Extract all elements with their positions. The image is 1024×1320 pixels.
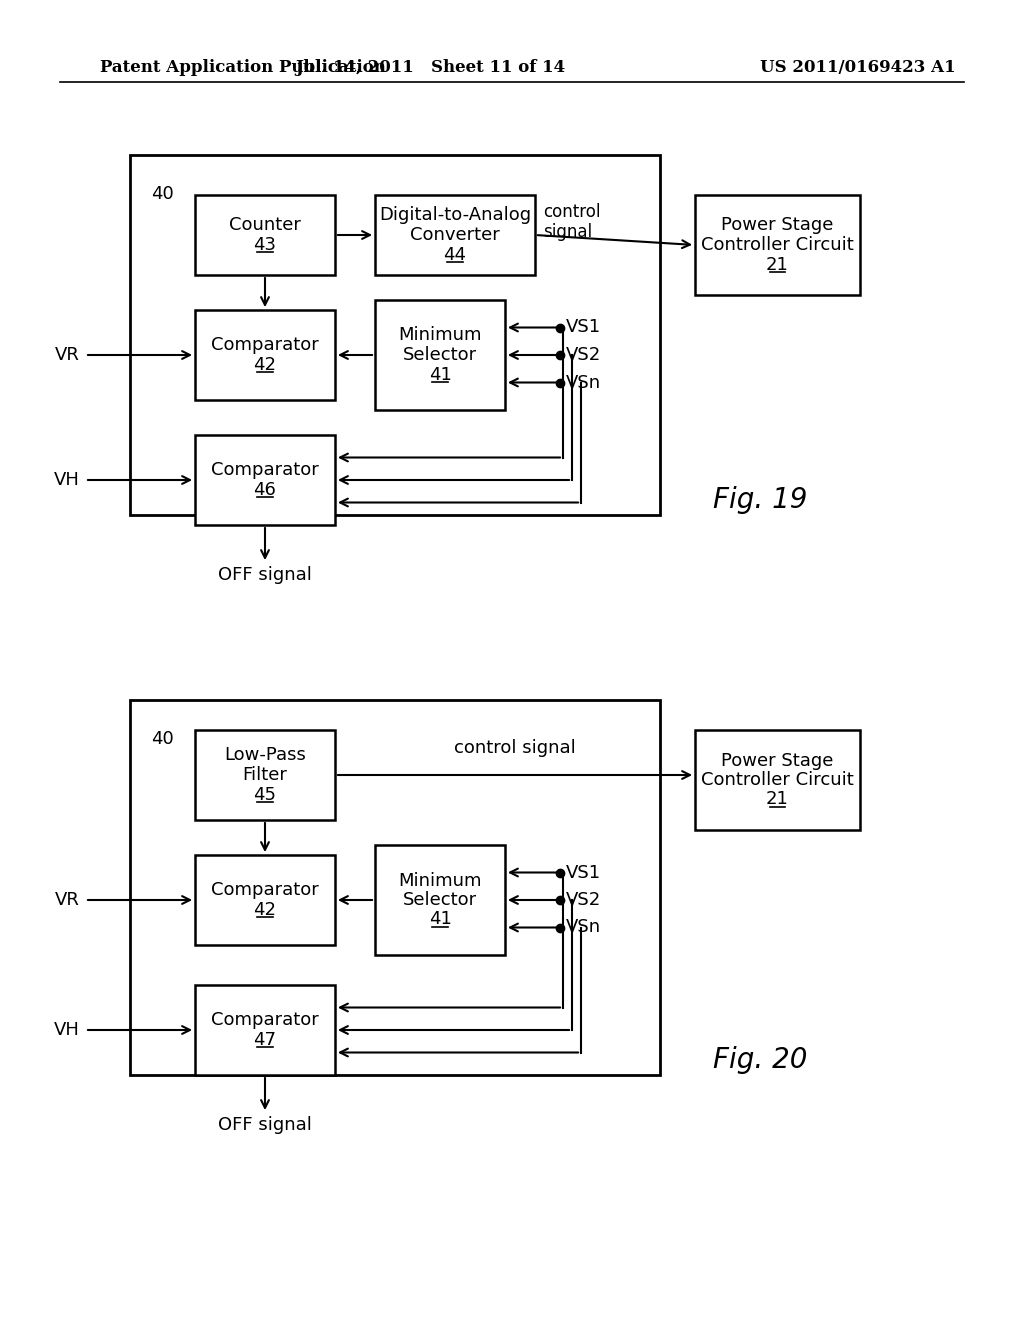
Text: Fig. 20: Fig. 20 [713, 1045, 807, 1074]
Text: Comparator: Comparator [211, 1011, 318, 1030]
Bar [695, 730, 860, 830]
Bar [195, 855, 335, 945]
Text: 40: 40 [151, 185, 174, 203]
Text: VH: VH [54, 1020, 80, 1039]
Text: VS1: VS1 [566, 863, 601, 882]
Text: 21: 21 [766, 791, 788, 808]
Text: Comparator: Comparator [211, 461, 318, 479]
Bar [195, 730, 335, 820]
Bar [195, 310, 335, 400]
Bar [130, 154, 660, 515]
Text: Comparator: Comparator [211, 337, 318, 354]
Text: 42: 42 [254, 356, 276, 374]
Text: VR: VR [55, 891, 80, 909]
Text: 46: 46 [254, 480, 276, 499]
Text: Controller Circuit: Controller Circuit [701, 771, 854, 789]
Text: 43: 43 [254, 236, 276, 253]
Text: US 2011/0169423 A1: US 2011/0169423 A1 [760, 59, 955, 77]
Bar [375, 845, 505, 954]
Text: Power Stage: Power Stage [721, 751, 834, 770]
Text: Counter: Counter [229, 216, 301, 234]
Bar [195, 195, 335, 275]
Text: VS2: VS2 [566, 346, 601, 364]
Bar [375, 300, 505, 411]
Bar [695, 195, 860, 294]
Text: Minimum: Minimum [398, 871, 481, 890]
Text: VR: VR [55, 346, 80, 364]
Bar [195, 436, 335, 525]
Text: signal: signal [543, 223, 592, 242]
Bar [195, 985, 335, 1074]
Text: control: control [543, 203, 600, 220]
Text: Comparator: Comparator [211, 882, 318, 899]
Text: Converter: Converter [411, 226, 500, 244]
Text: 45: 45 [254, 785, 276, 804]
Text: 41: 41 [429, 366, 452, 384]
Text: VS2: VS2 [566, 891, 601, 909]
Text: 42: 42 [254, 900, 276, 919]
Text: Low-Pass: Low-Pass [224, 747, 306, 764]
Text: control signal: control signal [454, 739, 575, 756]
Text: Selector: Selector [402, 346, 477, 364]
Text: VSn: VSn [566, 374, 601, 392]
Text: Power Stage: Power Stage [721, 216, 834, 235]
Text: Minimum: Minimum [398, 326, 481, 345]
Text: 40: 40 [151, 730, 174, 748]
Text: Filter: Filter [243, 766, 288, 784]
Text: Digital-to-Analog: Digital-to-Analog [379, 206, 531, 224]
Text: 41: 41 [429, 911, 452, 928]
Text: OFF signal: OFF signal [218, 1115, 312, 1134]
Text: Selector: Selector [402, 891, 477, 909]
Text: VSn: VSn [566, 919, 601, 936]
Text: OFF signal: OFF signal [218, 566, 312, 583]
Text: VS1: VS1 [566, 318, 601, 337]
Text: Patent Application Publication: Patent Application Publication [100, 59, 386, 77]
Text: 44: 44 [443, 246, 467, 264]
Text: 21: 21 [766, 256, 788, 273]
Text: Jul. 14, 2011   Sheet 11 of 14: Jul. 14, 2011 Sheet 11 of 14 [295, 59, 565, 77]
Text: 47: 47 [254, 1031, 276, 1049]
Text: Fig. 19: Fig. 19 [713, 486, 807, 513]
Bar [375, 195, 535, 275]
Text: VH: VH [54, 471, 80, 488]
Text: Controller Circuit: Controller Circuit [701, 236, 854, 253]
Bar [130, 700, 660, 1074]
